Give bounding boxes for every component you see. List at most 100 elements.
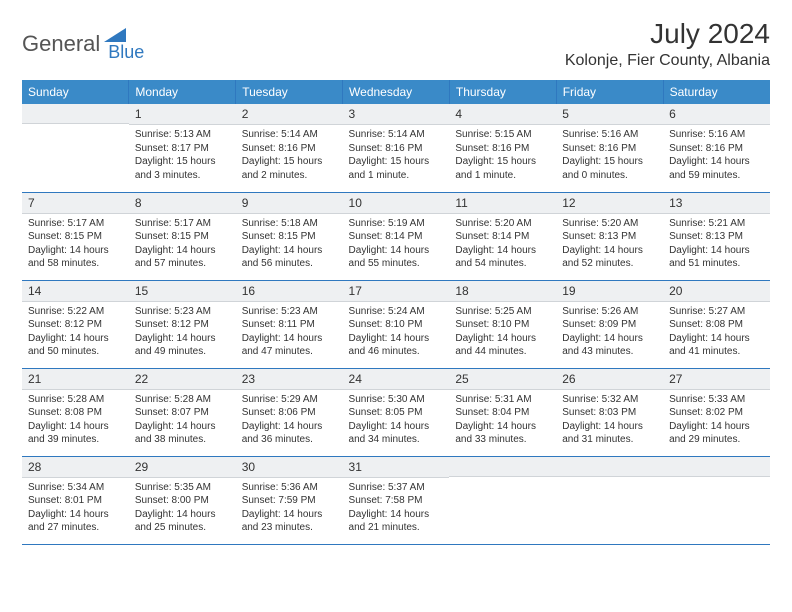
day-cell: 16Sunrise: 5:23 AMSunset: 8:11 PMDayligh… <box>236 280 343 368</box>
sunrise-text: Sunrise: 5:14 AM <box>349 128 444 142</box>
sunset-text: Sunset: 8:09 PM <box>562 318 657 332</box>
sunset-text: Sunset: 8:16 PM <box>349 142 444 156</box>
day-details: Sunrise: 5:17 AMSunset: 8:15 PMDaylight:… <box>129 214 236 275</box>
day-number: 30 <box>236 457 343 478</box>
day-details: Sunrise: 5:30 AMSunset: 8:05 PMDaylight:… <box>343 390 450 451</box>
day-details: Sunrise: 5:25 AMSunset: 8:10 PMDaylight:… <box>449 302 556 363</box>
sunset-text: Sunset: 8:13 PM <box>669 230 764 244</box>
sunset-text: Sunset: 8:05 PM <box>349 406 444 420</box>
daylight-text: Daylight: 14 hours and 21 minutes. <box>349 508 444 535</box>
sunrise-text: Sunrise: 5:37 AM <box>349 481 444 495</box>
daylight-text: Daylight: 14 hours and 43 minutes. <box>562 332 657 359</box>
sunset-text: Sunset: 8:10 PM <box>349 318 444 332</box>
sunrise-text: Sunrise: 5:20 AM <box>562 217 657 231</box>
day-number-empty <box>449 457 556 477</box>
sunset-text: Sunset: 8:14 PM <box>455 230 550 244</box>
day-details: Sunrise: 5:14 AMSunset: 8:16 PMDaylight:… <box>236 125 343 186</box>
day-number: 16 <box>236 281 343 302</box>
sunset-text: Sunset: 8:15 PM <box>242 230 337 244</box>
daylight-text: Daylight: 14 hours and 56 minutes. <box>242 244 337 271</box>
day-cell: 10Sunrise: 5:19 AMSunset: 8:14 PMDayligh… <box>343 192 450 280</box>
day-cell: 6Sunrise: 5:16 AMSunset: 8:16 PMDaylight… <box>663 104 770 192</box>
daylight-text: Daylight: 15 hours and 0 minutes. <box>562 155 657 182</box>
daylight-text: Daylight: 14 hours and 34 minutes. <box>349 420 444 447</box>
day-number: 23 <box>236 369 343 390</box>
calendar-body: 1Sunrise: 5:13 AMSunset: 8:17 PMDaylight… <box>22 104 770 544</box>
day-details: Sunrise: 5:21 AMSunset: 8:13 PMDaylight:… <box>663 214 770 275</box>
title-block: July 2024 Kolonje, Fier County, Albania <box>565 18 770 70</box>
day-details: Sunrise: 5:19 AMSunset: 8:14 PMDaylight:… <box>343 214 450 275</box>
sunrise-text: Sunrise: 5:23 AM <box>242 305 337 319</box>
sunrise-text: Sunrise: 5:21 AM <box>669 217 764 231</box>
calendar-week: 1Sunrise: 5:13 AMSunset: 8:17 PMDaylight… <box>22 104 770 192</box>
day-number: 24 <box>343 369 450 390</box>
day-number: 10 <box>343 193 450 214</box>
day-cell: 8Sunrise: 5:17 AMSunset: 8:15 PMDaylight… <box>129 192 236 280</box>
sunset-text: Sunset: 8:11 PM <box>242 318 337 332</box>
day-cell: 26Sunrise: 5:32 AMSunset: 8:03 PMDayligh… <box>556 368 663 456</box>
sunset-text: Sunset: 8:06 PM <box>242 406 337 420</box>
sunrise-text: Sunrise: 5:35 AM <box>135 481 230 495</box>
day-cell: 11Sunrise: 5:20 AMSunset: 8:14 PMDayligh… <box>449 192 556 280</box>
day-cell: 23Sunrise: 5:29 AMSunset: 8:06 PMDayligh… <box>236 368 343 456</box>
day-details: Sunrise: 5:31 AMSunset: 8:04 PMDaylight:… <box>449 390 556 451</box>
day-details: Sunrise: 5:22 AMSunset: 8:12 PMDaylight:… <box>22 302 129 363</box>
day-number: 9 <box>236 193 343 214</box>
day-details: Sunrise: 5:32 AMSunset: 8:03 PMDaylight:… <box>556 390 663 451</box>
sunset-text: Sunset: 8:16 PM <box>242 142 337 156</box>
month-title: July 2024 <box>565 18 770 50</box>
day-cell: 12Sunrise: 5:20 AMSunset: 8:13 PMDayligh… <box>556 192 663 280</box>
day-details: Sunrise: 5:18 AMSunset: 8:15 PMDaylight:… <box>236 214 343 275</box>
day-details: Sunrise: 5:13 AMSunset: 8:17 PMDaylight:… <box>129 125 236 186</box>
day-cell <box>22 104 129 192</box>
day-details: Sunrise: 5:23 AMSunset: 8:12 PMDaylight:… <box>129 302 236 363</box>
day-number: 1 <box>129 104 236 125</box>
sunrise-text: Sunrise: 5:17 AM <box>135 217 230 231</box>
location-label: Kolonje, Fier County, Albania <box>565 52 770 70</box>
dow-saturday: Saturday <box>663 80 770 104</box>
daylight-text: Daylight: 14 hours and 52 minutes. <box>562 244 657 271</box>
sunset-text: Sunset: 8:14 PM <box>349 230 444 244</box>
daylight-text: Daylight: 14 hours and 36 minutes. <box>242 420 337 447</box>
day-cell: 18Sunrise: 5:25 AMSunset: 8:10 PMDayligh… <box>449 280 556 368</box>
sunset-text: Sunset: 8:00 PM <box>135 494 230 508</box>
day-number-empty <box>22 104 129 124</box>
sunrise-text: Sunrise: 5:24 AM <box>349 305 444 319</box>
day-details: Sunrise: 5:14 AMSunset: 8:16 PMDaylight:… <box>343 125 450 186</box>
dow-friday: Friday <box>556 80 663 104</box>
day-number: 29 <box>129 457 236 478</box>
sunrise-text: Sunrise: 5:31 AM <box>455 393 550 407</box>
day-details: Sunrise: 5:36 AMSunset: 7:59 PMDaylight:… <box>236 478 343 539</box>
daylight-text: Daylight: 14 hours and 23 minutes. <box>242 508 337 535</box>
daylight-text: Daylight: 14 hours and 49 minutes. <box>135 332 230 359</box>
day-number: 6 <box>663 104 770 125</box>
day-details: Sunrise: 5:17 AMSunset: 8:15 PMDaylight:… <box>22 214 129 275</box>
day-cell: 28Sunrise: 5:34 AMSunset: 8:01 PMDayligh… <box>22 456 129 544</box>
daylight-text: Daylight: 14 hours and 51 minutes. <box>669 244 764 271</box>
dow-sunday: Sunday <box>22 80 129 104</box>
sunset-text: Sunset: 8:04 PM <box>455 406 550 420</box>
day-cell: 19Sunrise: 5:26 AMSunset: 8:09 PMDayligh… <box>556 280 663 368</box>
daylight-text: Daylight: 14 hours and 41 minutes. <box>669 332 764 359</box>
daylight-text: Daylight: 14 hours and 29 minutes. <box>669 420 764 447</box>
day-cell: 30Sunrise: 5:36 AMSunset: 7:59 PMDayligh… <box>236 456 343 544</box>
sunset-text: Sunset: 8:08 PM <box>28 406 123 420</box>
sunrise-text: Sunrise: 5:17 AM <box>28 217 123 231</box>
sunrise-text: Sunrise: 5:30 AM <box>349 393 444 407</box>
daylight-text: Daylight: 15 hours and 3 minutes. <box>135 155 230 182</box>
day-cell: 27Sunrise: 5:33 AMSunset: 8:02 PMDayligh… <box>663 368 770 456</box>
sunrise-text: Sunrise: 5:13 AM <box>135 128 230 142</box>
day-cell: 24Sunrise: 5:30 AMSunset: 8:05 PMDayligh… <box>343 368 450 456</box>
daylight-text: Daylight: 14 hours and 55 minutes. <box>349 244 444 271</box>
sunset-text: Sunset: 7:59 PM <box>242 494 337 508</box>
day-number: 22 <box>129 369 236 390</box>
daylight-text: Daylight: 15 hours and 1 minute. <box>455 155 550 182</box>
sunrise-text: Sunrise: 5:22 AM <box>28 305 123 319</box>
daylight-text: Daylight: 15 hours and 1 minute. <box>349 155 444 182</box>
daylight-text: Daylight: 14 hours and 33 minutes. <box>455 420 550 447</box>
day-number: 14 <box>22 281 129 302</box>
sunrise-text: Sunrise: 5:32 AM <box>562 393 657 407</box>
sunset-text: Sunset: 8:16 PM <box>562 142 657 156</box>
day-details: Sunrise: 5:28 AMSunset: 8:08 PMDaylight:… <box>22 390 129 451</box>
sunrise-text: Sunrise: 5:23 AM <box>135 305 230 319</box>
